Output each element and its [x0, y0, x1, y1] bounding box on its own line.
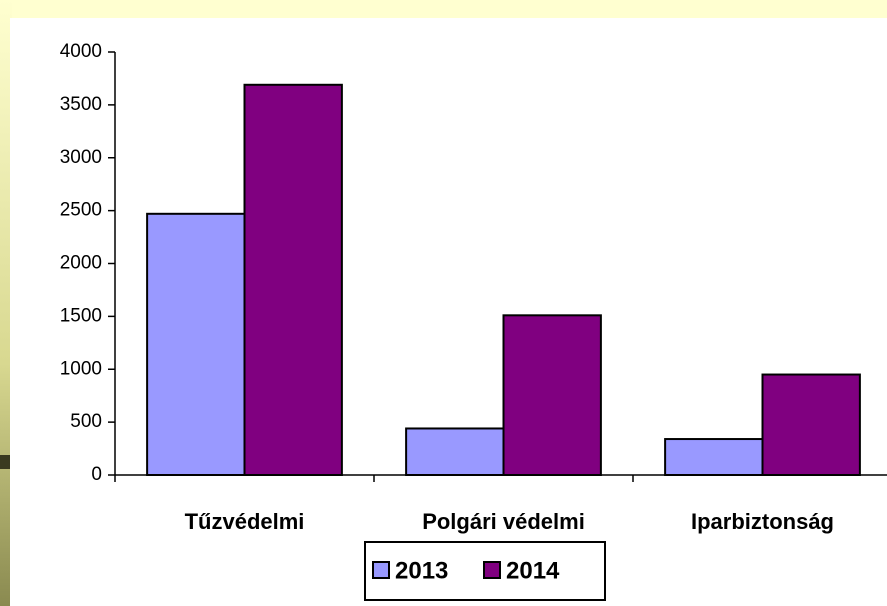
y-tick-label: 2000 [60, 253, 102, 274]
y-tick-label: 2500 [60, 200, 102, 221]
x-tick-label: Tűzvédelmi [185, 509, 305, 534]
x-tick-label: Iparbiztonság [691, 509, 834, 534]
y-tick-label: 4000 [60, 41, 102, 62]
side-strip [0, 0, 12, 606]
bar [146, 212, 246, 477]
bar [664, 438, 764, 477]
legend-marker [372, 561, 390, 579]
bar [761, 373, 861, 477]
x-tick-label: Polgári védelmi [422, 509, 585, 534]
y-tick-label: 1500 [60, 305, 102, 326]
bar [502, 314, 602, 476]
y-tick-label: 1000 [60, 358, 102, 379]
y-tick-label: 3000 [60, 147, 102, 168]
legend-label: 2014 [506, 557, 560, 584]
bar [243, 83, 343, 476]
y-tick-label: 500 [70, 411, 102, 432]
legend-label: 2013 [395, 557, 448, 584]
y-tick-label: 0 [91, 464, 102, 485]
y-tick-label: 3500 [60, 94, 102, 115]
legend-marker [483, 561, 501, 579]
bar [405, 427, 505, 476]
